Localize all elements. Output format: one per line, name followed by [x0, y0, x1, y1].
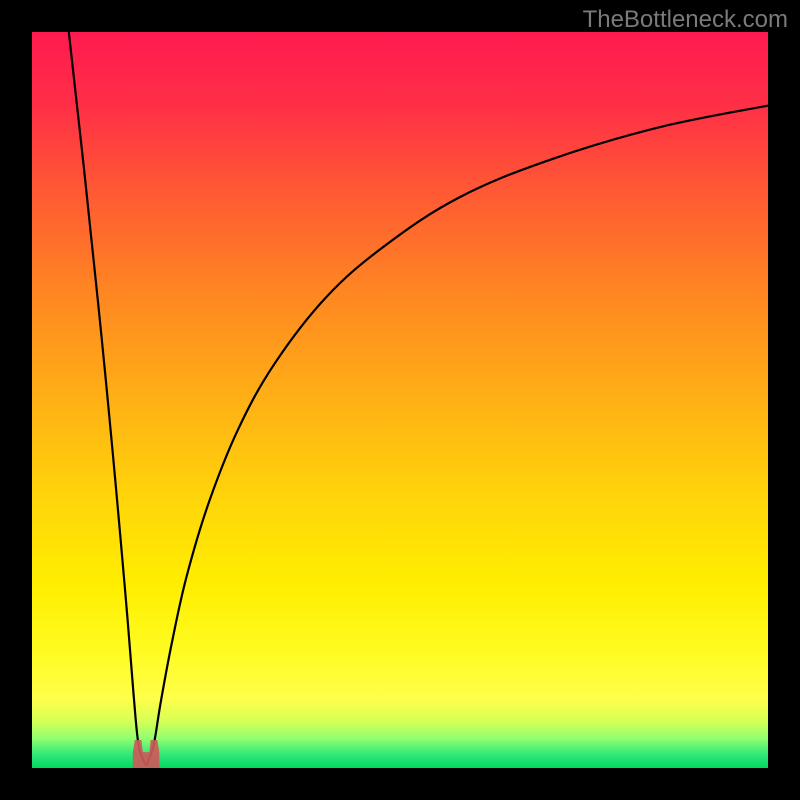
bottleneck-chart	[0, 0, 800, 800]
heatmap-background	[32, 32, 768, 768]
